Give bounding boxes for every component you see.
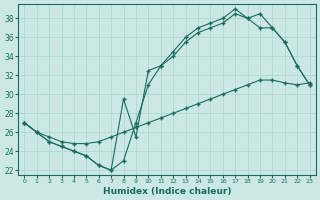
X-axis label: Humidex (Indice chaleur): Humidex (Indice chaleur) xyxy=(103,187,231,196)
